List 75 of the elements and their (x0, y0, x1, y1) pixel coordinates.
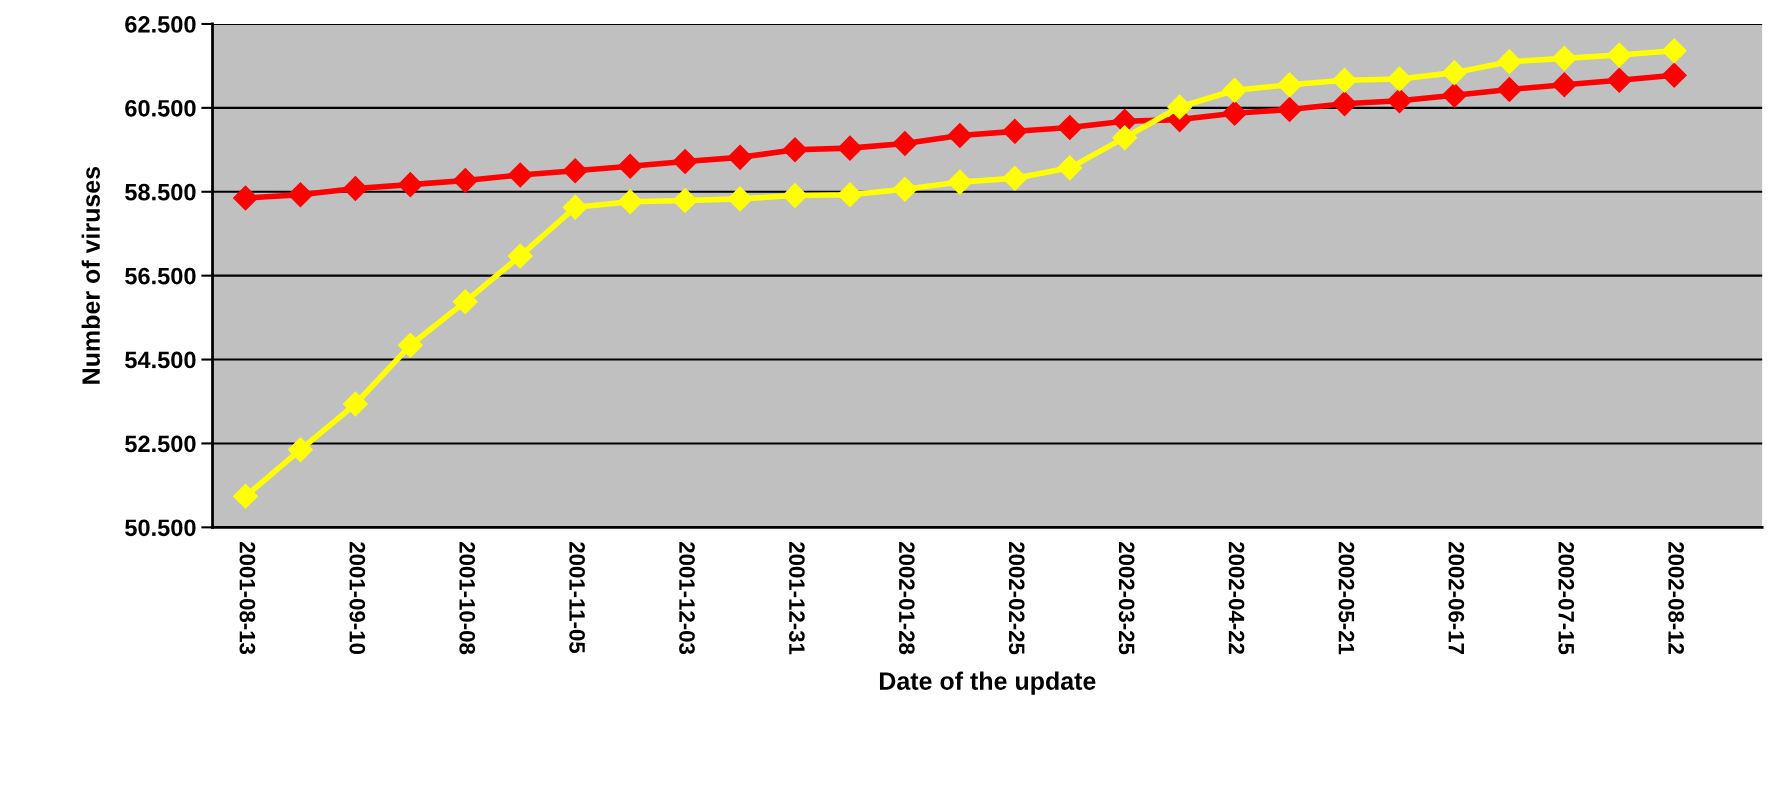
x-tick-label: 2002-02-25 (1008, 542, 1025, 655)
point (892, 131, 918, 157)
point (287, 182, 313, 208)
point (1606, 42, 1632, 68)
point (287, 437, 313, 463)
point (562, 194, 588, 220)
point (507, 162, 533, 188)
point (1551, 45, 1577, 71)
point (452, 167, 478, 193)
point (1386, 88, 1412, 114)
point (1441, 82, 1467, 108)
x-tick-label: 2002-07-15 (1558, 542, 1575, 655)
point (1112, 125, 1138, 151)
point (1496, 49, 1522, 75)
point (947, 169, 973, 195)
point (1332, 91, 1357, 117)
point (892, 176, 918, 202)
y-tick-label: 60.500 (125, 99, 196, 117)
point (1222, 77, 1248, 103)
y-tick-label: 58.500 (125, 183, 196, 201)
y-tick-label: 56.500 (125, 267, 196, 285)
point (1551, 72, 1577, 98)
point (1332, 67, 1357, 93)
x-tick-label: 2002-06-17 (1448, 542, 1465, 654)
point (1661, 62, 1687, 88)
x-axis-title: Date of the update (879, 671, 1096, 695)
x-tick-label: 2002-03-25 (1118, 542, 1135, 655)
x-tick-label: 2002-01-28 (898, 542, 915, 655)
point (782, 183, 808, 209)
point (452, 289, 478, 315)
x-tick-label: 2002-05-21 (1338, 542, 1355, 655)
point (397, 172, 423, 198)
y-tick-label: 54.500 (125, 351, 196, 369)
point (1441, 60, 1467, 86)
point (1222, 100, 1248, 126)
point (507, 243, 533, 269)
x-tick-label: 2002-04-22 (1228, 542, 1245, 655)
point (1057, 115, 1083, 141)
x-tick-label: 2002-08-12 (1668, 542, 1684, 655)
x-tick-label: 2001-10-08 (459, 542, 476, 655)
point (1167, 94, 1193, 120)
point (233, 483, 258, 509)
y-tick-label: 50.500 (125, 519, 196, 537)
point (782, 137, 808, 163)
point (1057, 155, 1083, 181)
point (837, 135, 863, 161)
point (672, 149, 698, 175)
y-axis-title: Number of viruses (81, 166, 100, 384)
point (342, 175, 368, 201)
point (617, 189, 643, 215)
y-tick-label: 52.500 (125, 435, 196, 453)
point (1606, 67, 1632, 93)
y-tick-label: 62.500 (125, 16, 196, 33)
point (1002, 165, 1028, 191)
point (1496, 76, 1522, 102)
x-tick-label: 2001-12-03 (679, 542, 695, 655)
point (1661, 38, 1687, 64)
point (342, 391, 368, 417)
point (1277, 72, 1303, 98)
x-tick-label: 2001-11-05 (569, 542, 585, 654)
point (1386, 66, 1412, 92)
point (562, 158, 588, 184)
point (1002, 118, 1028, 144)
point (727, 186, 753, 212)
point (397, 332, 423, 358)
x-tick-label: 2001-09-10 (349, 542, 366, 654)
x-tick-label: 2001-12-31 (789, 542, 805, 655)
point (233, 185, 258, 211)
point (617, 153, 643, 179)
point (837, 182, 863, 208)
point (672, 188, 698, 214)
point (947, 123, 973, 149)
point (727, 144, 753, 170)
point (1277, 97, 1303, 123)
x-tick-label: 2001-08-13 (239, 542, 256, 655)
